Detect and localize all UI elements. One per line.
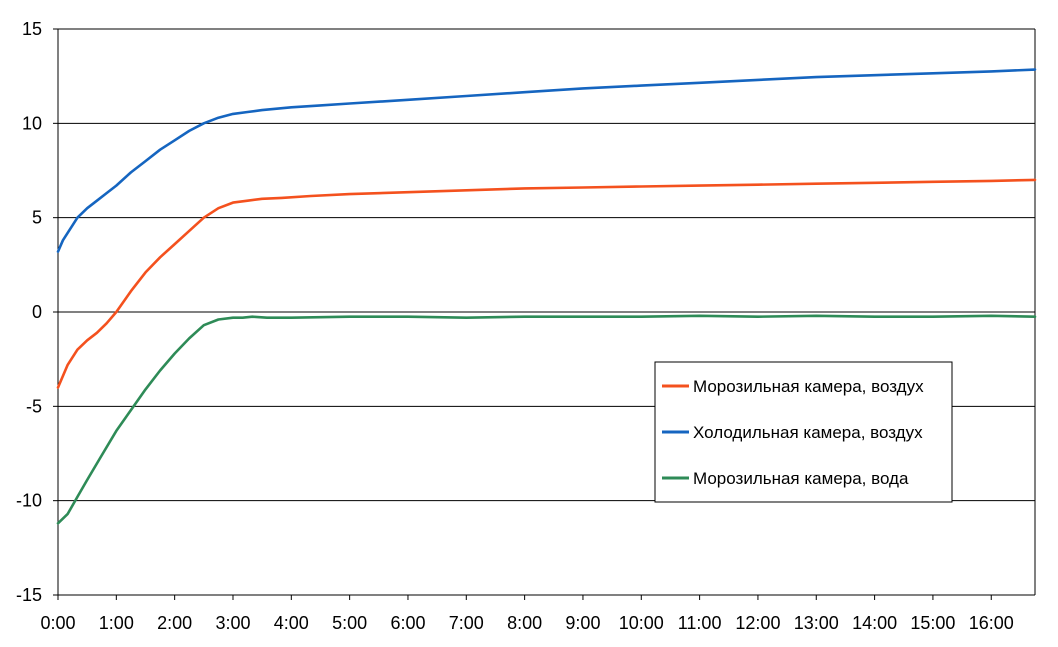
legend-label: Морозильная камера, вода [693,469,909,488]
y-tick-label: -5 [26,396,42,416]
x-tick-label: 1:00 [99,613,134,633]
x-tick-label: 11:00 [678,613,722,633]
x-axis-ticks: 0:00 1:00 2:00 3:00 4:00 5:00 6:00 7:00 8:00 9:00… [40,595,1014,633]
series-line-3 [56,314,1037,525]
series-line-2 [56,68,1037,253]
x-tick-label: 7:00 [449,613,484,633]
legend-label: Морозильная камера, воздух [693,377,924,396]
y-tick-label: -10 [16,491,42,511]
x-tick-label: 6:00 [390,613,425,633]
x-tick-label: 0:00 [40,613,75,633]
x-tick-label: 12:00 [735,613,780,633]
x-tick-label: 3:00 [215,613,250,633]
y-tick-label: 15 [22,19,42,39]
legend-label: Холодильная камера, воздух [693,423,923,442]
axes [53,28,1036,596]
x-tick-label: 10:00 [619,613,664,633]
y-axis-ticks: 15 10 5 0 -5 -10 -15 [16,19,42,605]
x-tick-label: 9:00 [565,613,600,633]
x-tick-label: 15:00 [910,613,955,633]
y-tick-label: 5 [32,208,42,228]
series-line-1 [56,178,1037,389]
x-tick-label: 5:00 [332,613,367,633]
x-tick-label: 13:00 [794,613,839,633]
x-tick-label: 4:00 [274,613,309,633]
y-tick-label: -15 [16,585,42,605]
x-tick-label: 8:00 [507,613,542,633]
series-lines [56,68,1037,525]
gridlines [58,28,1035,502]
x-tick-label: 14:00 [852,613,897,633]
y-tick-label: 0 [32,302,42,322]
y-tick-label: 10 [22,113,42,133]
x-tick-label: 16:00 [969,613,1014,633]
x-tick-label: 2:00 [157,613,192,633]
legend: Морозильная камера, воздух Холодильная ка… [654,361,953,503]
legend-box [654,361,953,503]
